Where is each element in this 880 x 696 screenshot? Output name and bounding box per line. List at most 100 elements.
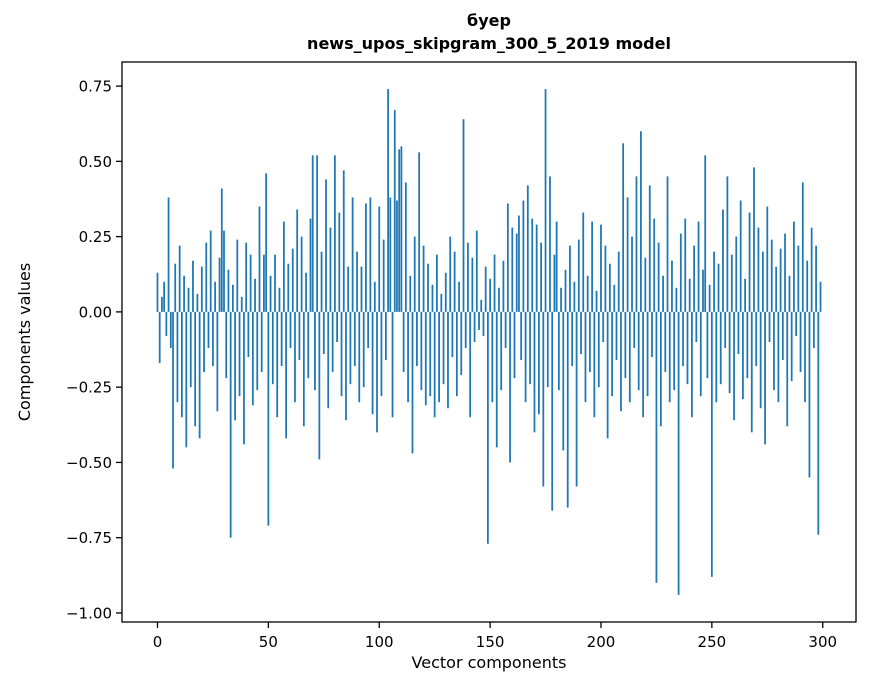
bar (682, 311, 684, 367)
bar (795, 311, 798, 336)
x-tick-label: 100 (365, 633, 394, 651)
bar (713, 251, 715, 312)
bar (498, 287, 500, 312)
bar (781, 311, 784, 361)
bar (640, 131, 642, 312)
bar (591, 221, 593, 312)
bar (158, 311, 161, 364)
bar (247, 311, 250, 358)
bar (296, 209, 299, 312)
bar (189, 311, 192, 388)
bar (733, 311, 735, 421)
bar (489, 278, 491, 312)
bar (169, 311, 172, 349)
bar (810, 227, 813, 312)
bar (553, 254, 556, 312)
bar (520, 311, 523, 361)
bar (427, 263, 429, 312)
bar (196, 293, 199, 312)
bar (717, 263, 720, 312)
bar (220, 188, 223, 312)
bar (722, 209, 724, 312)
x-tick-label: 50 (259, 633, 278, 651)
bar (637, 311, 640, 391)
y-tick-label: 0.00 (79, 303, 112, 321)
bar (659, 311, 662, 427)
bar (742, 311, 744, 400)
bar (684, 218, 687, 312)
bar (453, 251, 456, 312)
bar (691, 311, 693, 418)
x-tick-label: 250 (698, 633, 727, 651)
bar (451, 311, 454, 358)
bar (480, 299, 483, 312)
bar (631, 236, 633, 312)
bar (236, 239, 239, 312)
bar (586, 275, 589, 312)
bar (172, 311, 174, 469)
bar (167, 197, 170, 312)
bar (473, 311, 476, 342)
bar (329, 227, 332, 312)
bar (269, 275, 272, 312)
bar (675, 287, 678, 312)
bar (180, 311, 183, 418)
bar (573, 281, 576, 312)
bar (790, 311, 793, 382)
bar (223, 230, 225, 312)
bar (617, 251, 620, 312)
bar (207, 311, 210, 349)
bar (644, 257, 647, 312)
bar (294, 311, 296, 403)
bar (256, 311, 259, 391)
bar (380, 311, 383, 397)
bar (491, 311, 494, 403)
bar (178, 245, 181, 312)
bar (633, 311, 636, 349)
bar (784, 233, 786, 312)
bar (768, 311, 771, 342)
bar (318, 311, 321, 460)
bar (775, 266, 778, 312)
bar (569, 245, 571, 312)
bar (447, 311, 449, 409)
bar (511, 227, 514, 312)
y-tick-label: −0.50 (66, 454, 112, 472)
bar (753, 167, 755, 312)
bar (267, 311, 270, 526)
bar (227, 269, 230, 312)
bar (506, 203, 509, 312)
bar (238, 311, 241, 397)
bar (515, 233, 518, 312)
bar (316, 155, 319, 312)
bar (606, 311, 609, 439)
bar (378, 206, 381, 312)
bar (433, 311, 436, 418)
bar (424, 311, 427, 406)
bar (522, 200, 525, 312)
bar (518, 215, 520, 312)
bar (400, 146, 403, 312)
bar (311, 155, 314, 312)
bar (564, 269, 567, 312)
x-tick-label: 0 (153, 633, 163, 651)
bar (478, 311, 480, 330)
bar (203, 311, 205, 373)
bar (777, 311, 780, 403)
bar (393, 110, 396, 312)
bar (646, 311, 649, 397)
bar (198, 311, 201, 439)
bar (538, 311, 540, 415)
bar (280, 311, 283, 367)
bar (356, 251, 358, 312)
bar (351, 197, 354, 312)
bar (688, 278, 691, 312)
bar (533, 311, 536, 433)
bar (699, 311, 702, 397)
bar (786, 311, 789, 427)
y-axis-label: Components values (15, 263, 34, 421)
bar (589, 311, 591, 373)
bar (615, 311, 618, 361)
bar (719, 311, 722, 385)
bar (467, 242, 469, 312)
